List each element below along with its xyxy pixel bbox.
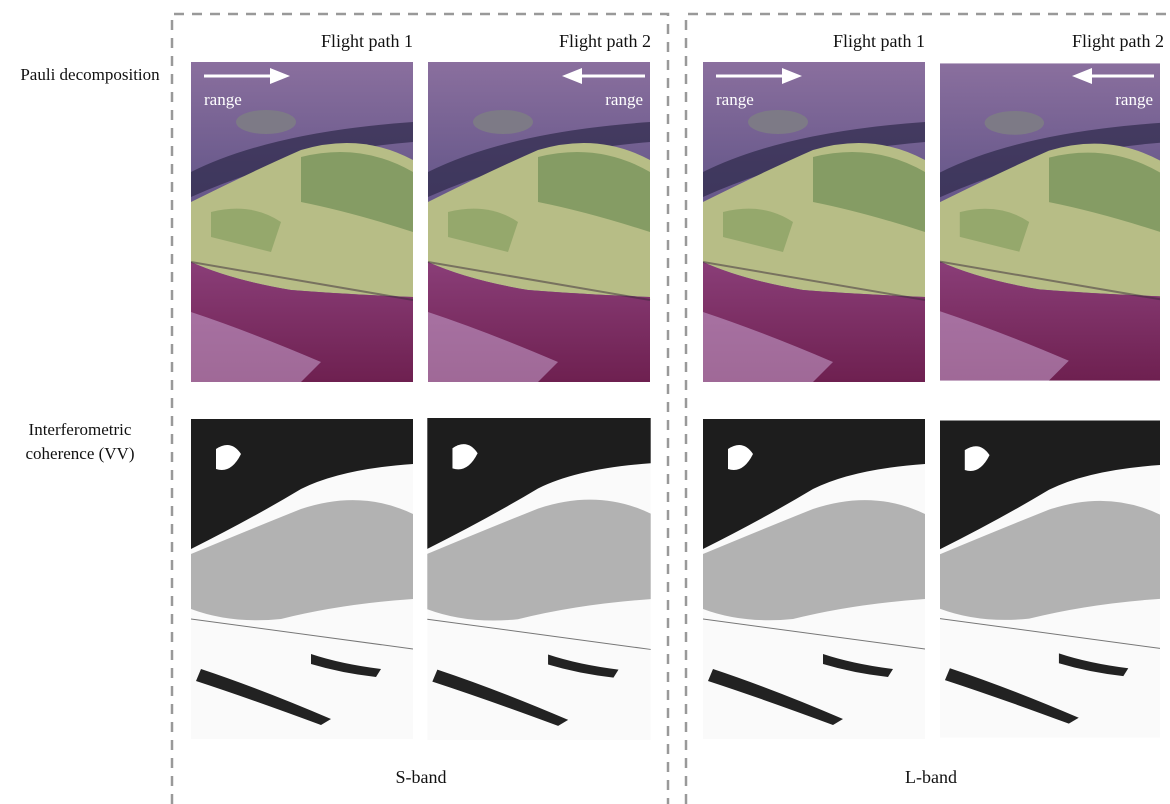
image-panel — [191, 419, 413, 739]
range-label: range — [1115, 90, 1153, 109]
column-header: Flight path 2 — [559, 31, 651, 51]
image-panel — [940, 63, 1160, 380]
column-header: Flight path 2 — [1072, 31, 1164, 51]
column-header: Flight path 1 — [321, 31, 413, 51]
image-panel — [703, 62, 925, 382]
image-panel — [191, 62, 413, 382]
range-label: range — [716, 90, 754, 109]
figure: range range range range Flight path 1 Fl… — [0, 0, 1170, 804]
image-panel — [940, 420, 1160, 737]
band-label: L-band — [905, 767, 957, 787]
panels — [191, 62, 1160, 740]
range-label: range — [605, 90, 643, 109]
band-label: S-band — [396, 767, 447, 787]
image-panel — [427, 418, 650, 740]
image-panel — [703, 419, 925, 739]
range-label: range — [204, 90, 242, 109]
row-label: Interferometric coherence (VV) — [0, 418, 160, 466]
image-panel — [428, 62, 650, 382]
column-header: Flight path 1 — [833, 31, 925, 51]
row-label: Pauli decomposition — [5, 63, 175, 87]
page: range range range range Flight path 1 Fl… — [0, 0, 1170, 804]
